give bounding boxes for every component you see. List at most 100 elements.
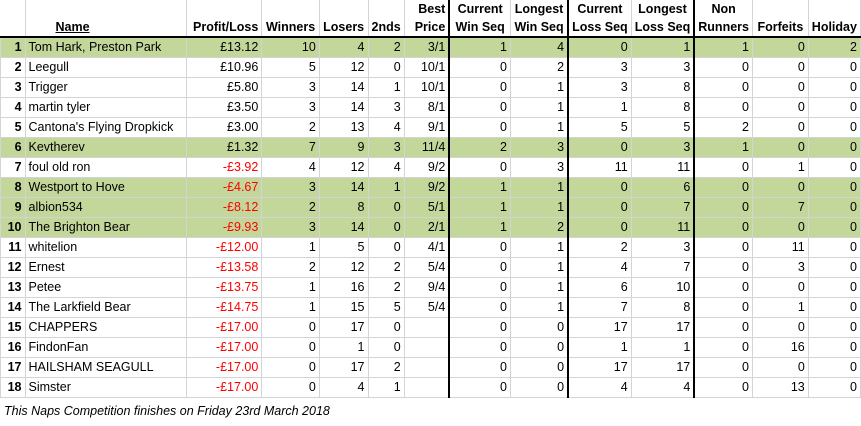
row-name: CHAPPERS <box>24 317 188 338</box>
row-holiday: 0 <box>807 157 861 178</box>
row-current-loss-seq: 7 <box>567 297 632 318</box>
header-current-win-top: Current <box>448 0 511 18</box>
table-row: 3 Trigger £5.80 3 14 1 10/1 0 1 3 8 0 0 0 <box>0 77 861 98</box>
row-forfeits: 1 <box>751 157 809 178</box>
standings-table: Best Current Longest Current Longest Non… <box>0 0 861 398</box>
row-best-price <box>403 317 450 338</box>
row-longest-win-seq: 0 <box>509 317 570 338</box>
table-row: 4 martin tyler £3.50 3 14 3 8/1 0 1 1 8 0 0 0 <box>0 97 861 118</box>
table-row: 10 The Brighton Bear -£9.93 3 14 0 2/1 1 2 0 11 0 0 0 <box>0 217 861 238</box>
row-current-loss-seq: 0 <box>567 36 632 58</box>
row-name: Leegull <box>24 57 188 78</box>
row-name: Trigger <box>24 77 188 98</box>
row-losers: 17 <box>318 357 369 378</box>
row-longest-loss-seq: 7 <box>630 257 696 278</box>
row-holiday: 0 <box>807 197 861 218</box>
row-profit-loss: -£13.58 <box>186 257 263 278</box>
row-profit-loss: -£13.75 <box>186 277 263 298</box>
row-name: Westport to Hove <box>24 177 188 198</box>
row-seconds: 0 <box>367 197 405 218</box>
row-seconds: 5 <box>367 297 405 318</box>
row-seconds: 4 <box>367 117 405 138</box>
row-current-win-seq: 0 <box>448 97 511 118</box>
row-longest-loss-seq: 3 <box>630 137 696 158</box>
row-current-loss-seq: 0 <box>567 137 632 158</box>
row-current-loss-seq: 0 <box>567 217 632 238</box>
header-longest-loss-bottom: Loss Seq <box>631 18 696 38</box>
row-forfeits: 0 <box>751 77 809 98</box>
row-forfeits: 0 <box>751 36 809 58</box>
row-losers: 16 <box>318 277 369 298</box>
row-rank: 8 <box>0 177 26 198</box>
row-profit-loss: -£17.00 <box>186 337 263 358</box>
row-seconds: 3 <box>367 137 405 158</box>
row-holiday: 0 <box>807 317 861 338</box>
row-longest-loss-seq: 5 <box>630 117 696 138</box>
row-name: martin tyler <box>24 97 188 118</box>
row-profit-loss: -£3.92 <box>186 157 263 178</box>
row-non-runners: 0 <box>693 217 753 238</box>
row-holiday: 0 <box>807 277 861 298</box>
row-current-win-seq: 0 <box>448 57 511 78</box>
row-non-runners: 0 <box>693 157 753 178</box>
header-best-bottom: Price <box>404 18 450 38</box>
row-losers: 12 <box>318 157 369 178</box>
row-profit-loss: -£14.75 <box>186 297 263 318</box>
row-name: Cantona's Flying Dropkick <box>24 117 188 138</box>
row-best-price <box>403 377 450 398</box>
header-longest-win-top: Longest <box>510 0 570 18</box>
row-seconds: 1 <box>367 377 405 398</box>
row-losers: 5 <box>318 237 369 258</box>
row-current-loss-seq: 2 <box>567 237 632 258</box>
header-best-top: Best <box>404 0 450 18</box>
table-row: 17 HAILSHAM SEAGULL -£17.00 0 17 2 0 0 17 17 0 0 0 <box>0 357 861 378</box>
row-holiday: 0 <box>807 257 861 278</box>
row-seconds: 0 <box>367 57 405 78</box>
row-longest-loss-seq: 7 <box>630 197 696 218</box>
row-longest-loss-seq: 10 <box>630 277 696 298</box>
row-best-price: 4/1 <box>403 237 450 258</box>
row-seconds: 0 <box>367 337 405 358</box>
row-non-runners: 0 <box>693 357 753 378</box>
row-forfeits: 0 <box>751 217 809 238</box>
row-non-runners: 0 <box>693 377 753 398</box>
row-winners: 3 <box>261 97 320 118</box>
row-rank: 14 <box>0 297 26 318</box>
row-longest-win-seq: 0 <box>509 337 570 358</box>
row-longest-win-seq: 1 <box>509 297 570 318</box>
row-losers: 14 <box>318 177 369 198</box>
row-holiday: 0 <box>807 177 861 198</box>
row-current-loss-seq: 17 <box>567 357 632 378</box>
row-profit-loss: £13.12 <box>186 36 263 58</box>
table-row: 13 Petee -£13.75 1 16 2 9/4 0 1 6 10 0 0 0 <box>0 277 861 298</box>
row-non-runners: 0 <box>693 97 753 118</box>
header-row-top: Best Current Longest Current Longest Non <box>0 0 861 18</box>
row-name: The Brighton Bear <box>24 217 188 238</box>
table-row: 7 foul old ron -£3.92 4 12 4 9/2 0 3 11 11 0 1 0 <box>0 157 861 178</box>
row-forfeits: 0 <box>751 117 809 138</box>
header-longest-win-bottom: Win Seq <box>510 18 570 38</box>
row-profit-loss: £5.80 <box>186 77 263 98</box>
row-non-runners: 0 <box>693 257 753 278</box>
row-forfeits: 13 <box>751 377 809 398</box>
row-longest-loss-seq: 6 <box>630 177 696 198</box>
row-holiday: 0 <box>807 217 861 238</box>
row-forfeits: 0 <box>751 357 809 378</box>
row-longest-win-seq: 2 <box>509 217 570 238</box>
header-non-top: Non <box>694 0 753 18</box>
row-losers: 13 <box>318 117 369 138</box>
row-current-win-seq: 0 <box>448 157 511 178</box>
row-current-loss-seq: 4 <box>567 257 632 278</box>
row-seconds: 3 <box>367 97 405 118</box>
row-forfeits: 0 <box>751 177 809 198</box>
row-winners: 3 <box>261 77 320 98</box>
header-profit-loss: Profit/Loss <box>186 18 263 38</box>
row-current-loss-seq: 4 <box>567 377 632 398</box>
row-forfeits: 0 <box>751 137 809 158</box>
row-winners: 10 <box>261 36 320 58</box>
row-winners: 0 <box>261 317 320 338</box>
row-winners: 0 <box>261 357 320 378</box>
footer-note: This Naps Competition finishes on Friday… <box>4 404 330 418</box>
row-seconds: 2 <box>367 277 405 298</box>
row-longest-win-seq: 1 <box>509 77 570 98</box>
